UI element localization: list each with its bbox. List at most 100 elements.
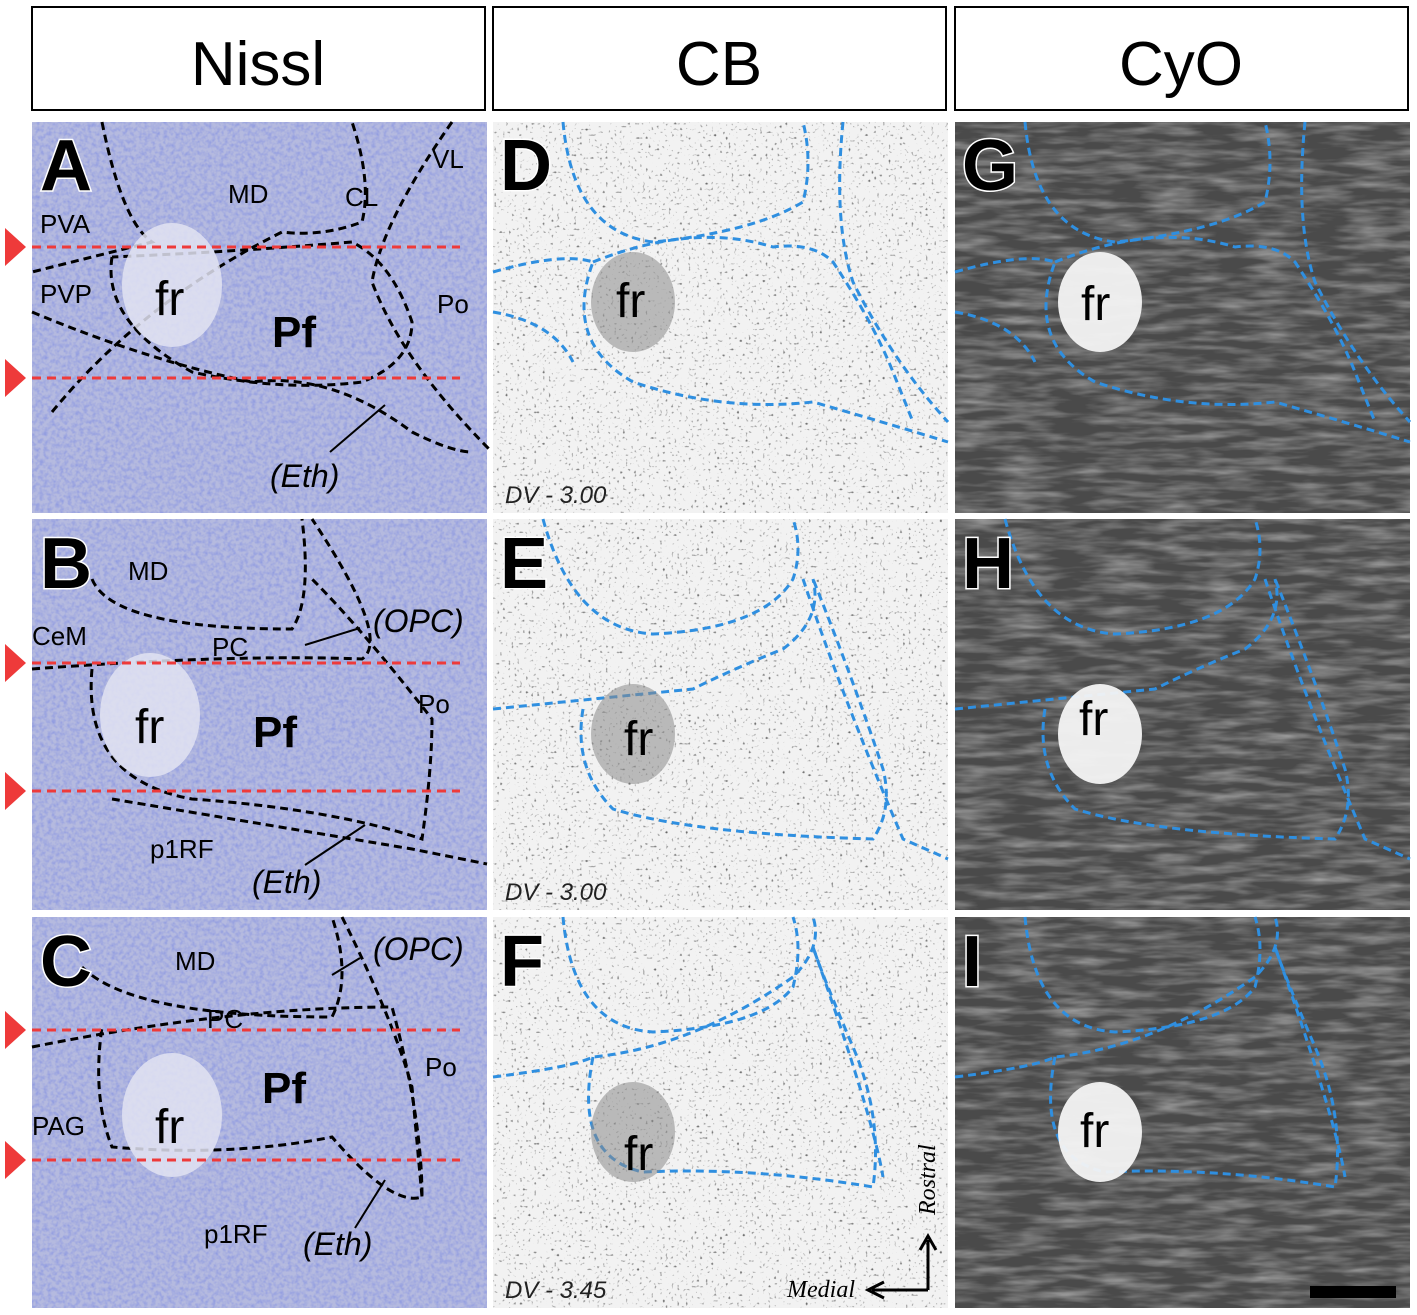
pointer-line	[304, 627, 361, 646]
region-outline	[492, 310, 575, 363]
fr-tract	[591, 684, 675, 784]
level-marker	[5, 772, 26, 810]
region-label: Po	[425, 1052, 457, 1082]
region-outline	[592, 235, 915, 423]
texture	[32, 917, 487, 1308]
region-outline	[90, 518, 307, 631]
region-label: fr	[155, 1101, 184, 1154]
column-headers	[31, 6, 1409, 111]
region-outline	[89, 577, 434, 841]
fr-tract	[1058, 252, 1142, 352]
fr-tract	[591, 1082, 675, 1182]
region-label: fr	[135, 701, 164, 754]
level-marker	[5, 228, 26, 266]
region-label: PVP	[40, 279, 92, 309]
texture	[493, 122, 948, 513]
region-outline	[1273, 946, 1347, 1178]
region-outline	[111, 797, 488, 866]
panels	[5, 121, 1412, 1308]
region-label: fr	[1081, 278, 1110, 331]
depth-label: DV - 3.00	[505, 482, 607, 509]
texture	[955, 917, 1410, 1308]
region-outline	[541, 518, 800, 636]
region-label: (Eth)	[303, 1226, 372, 1262]
region-outline	[579, 578, 888, 841]
depth-label: DV - 3.00	[505, 879, 607, 906]
level-marker	[5, 644, 26, 682]
region-outline	[1054, 235, 1377, 423]
region-outline	[492, 578, 817, 711]
region-outline	[561, 121, 810, 244]
region-label: (Eth)	[270, 458, 339, 494]
region-label: fr	[616, 275, 645, 328]
region-label: PC	[212, 632, 248, 662]
region-outline	[340, 916, 424, 1198]
texture	[493, 519, 948, 910]
fr-tract	[122, 1053, 222, 1177]
column-header: CB	[676, 30, 762, 99]
region-label: fr	[155, 273, 184, 326]
pointer-line	[354, 1179, 386, 1229]
level-marker	[5, 1011, 26, 1049]
panel-letter: A	[40, 126, 92, 206]
region-label: Pf	[272, 308, 316, 357]
panel-letter: I	[962, 922, 982, 1002]
header-box	[31, 6, 486, 111]
region-label: MD	[128, 556, 168, 586]
orientation-arrow	[864, 1232, 938, 1300]
region-label: CeM	[32, 621, 87, 651]
header-box	[492, 6, 947, 111]
region-label: PC	[207, 1004, 243, 1034]
region-outline	[1003, 518, 1262, 636]
orientation-label: Rostral	[915, 1144, 941, 1216]
header-box	[954, 6, 1409, 111]
region-outline	[954, 310, 1037, 363]
panel-letter: H	[962, 524, 1014, 604]
region-label: PAG	[32, 1111, 85, 1141]
fr-tract	[122, 223, 222, 347]
region-outline	[838, 121, 950, 424]
region-outline	[109, 240, 414, 387]
panel-letter: G	[962, 126, 1018, 206]
pointer-line	[329, 404, 386, 453]
texture	[955, 519, 1410, 910]
panel-letter: E	[500, 524, 548, 604]
region-outline	[561, 916, 800, 1034]
region-label: (OPC)	[373, 603, 464, 639]
depth-label: DV - 3.45	[505, 1277, 607, 1304]
panel-letter: D	[500, 126, 552, 206]
region-outline	[1041, 578, 1350, 841]
region-label: p1RF	[150, 834, 214, 864]
fr-tract	[591, 252, 675, 352]
pointer-line	[331, 957, 361, 976]
region-label: fr	[624, 1128, 653, 1181]
region-outline	[1300, 121, 1412, 424]
texture	[493, 917, 948, 1308]
region-label: MD	[228, 179, 268, 209]
column-header: Nissl	[191, 30, 325, 99]
region-label: Pf	[253, 708, 297, 757]
region-outline	[1023, 121, 1272, 244]
region-label: CL	[345, 182, 378, 212]
pointer-line	[304, 824, 366, 866]
region-label: fr	[1080, 1105, 1109, 1158]
region-label: Pf	[262, 1064, 306, 1113]
panel-letter: B	[40, 524, 92, 604]
region-label: fr	[1079, 693, 1108, 746]
region-outline	[370, 121, 494, 454]
fr-tract	[1058, 1082, 1142, 1182]
fr-tract	[100, 653, 200, 777]
region-label: MD	[175, 946, 215, 976]
panel-letter: C	[40, 922, 92, 1002]
panel-letter: F	[500, 922, 544, 1002]
region-label: Medial	[786, 1277, 855, 1303]
level-marker	[5, 359, 26, 397]
region-label: Po	[437, 289, 469, 319]
region-label: (OPC)	[373, 931, 464, 967]
region-outline	[50, 121, 367, 413]
scale-bar	[1310, 1286, 1396, 1298]
region-label: PVA	[40, 209, 91, 239]
region-outline	[954, 916, 1279, 1079]
texture	[955, 122, 1410, 513]
